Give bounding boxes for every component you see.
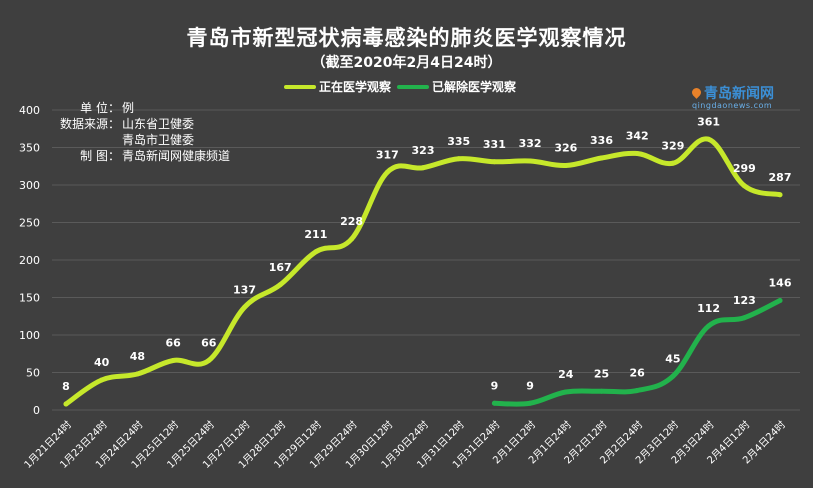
- data-label: 146: [769, 277, 792, 290]
- data-label: 66: [165, 337, 181, 350]
- data-point: [706, 136, 712, 142]
- y-tick-label: 350: [19, 142, 40, 155]
- data-point: [634, 388, 640, 393]
- data-point: [277, 282, 283, 288]
- data-point: [384, 169, 390, 175]
- data-point: [527, 158, 533, 164]
- data-label: 25: [594, 367, 609, 380]
- data-point: [563, 389, 569, 395]
- data-label: 299: [733, 162, 756, 175]
- data-label: 167: [269, 261, 292, 274]
- data-point: [134, 371, 140, 377]
- data-point: [741, 315, 747, 321]
- data-label: 336: [590, 134, 613, 147]
- y-tick-label: 200: [19, 254, 40, 267]
- data-label: 317: [376, 148, 399, 161]
- data-point: [599, 388, 604, 394]
- y-tick-label: 150: [19, 292, 40, 305]
- chart-title: 青岛市新型冠状病毒感染的肺炎医学观察情况: [186, 26, 627, 50]
- legend-label: 正在医学观察: [319, 79, 392, 94]
- source-info: 单 位：例 数据来源： 山东省卫健委 青岛市卫健委 制 图： 青岛新闻网健康频道: [60, 100, 230, 164]
- info-row-unit: 单 位：例: [80, 101, 135, 115]
- y-tick-label: 400: [19, 104, 40, 117]
- data-label: 361: [697, 115, 720, 128]
- data-label: 8: [62, 380, 70, 393]
- data-label: 342: [626, 130, 649, 143]
- data-label: 137: [233, 283, 256, 296]
- data-point: [420, 165, 426, 171]
- data-point: [491, 159, 497, 165]
- data-point: [63, 401, 69, 407]
- data-point: [456, 156, 462, 162]
- data-label: 211: [304, 228, 327, 241]
- logo-subtext: qingdaonews.com: [692, 101, 773, 110]
- data-point: [634, 151, 640, 156]
- data-point: [313, 249, 319, 255]
- data-point: [99, 377, 105, 383]
- logo-text: 青岛新闻网: [704, 86, 774, 102]
- y-tick-label: 50: [26, 367, 40, 380]
- brand-logo: 青岛新闻网 qingdaonews.com: [690, 83, 774, 110]
- data-label: 66: [201, 337, 217, 350]
- data-label: 329: [661, 139, 684, 152]
- data-label: 9: [526, 379, 534, 392]
- data-label: 48: [130, 350, 145, 363]
- y-tick-label: 300: [19, 179, 40, 192]
- data-label: 332: [519, 137, 542, 150]
- y-tick-label: 100: [19, 329, 40, 342]
- data-point: [242, 304, 247, 310]
- data-point: [527, 400, 533, 406]
- data-label: 323: [412, 144, 435, 157]
- info-row-source-2: 青岛市卫健委: [122, 133, 195, 147]
- data-point: [170, 358, 176, 363]
- legend-label: 已解除医学观察: [432, 79, 517, 94]
- data-point: [349, 236, 355, 242]
- data-label: 287: [769, 171, 792, 184]
- data-point: [670, 160, 676, 166]
- data-point: [777, 192, 783, 198]
- data-point: [206, 358, 212, 363]
- info-row-source: 数据来源： 山东省卫健委: [60, 117, 195, 131]
- data-point: [741, 183, 747, 189]
- data-label: 24: [558, 368, 574, 381]
- data-label: 40: [94, 356, 110, 369]
- data-label: 45: [665, 352, 680, 365]
- data-label: 331: [483, 138, 506, 151]
- data-label: 335: [447, 135, 470, 148]
- data-label: 123: [733, 294, 756, 307]
- data-point: [599, 155, 604, 161]
- info-row-producer: 制 图： 青岛新闻网健康频道: [80, 149, 231, 163]
- data-point: [491, 400, 497, 406]
- data-label: 9: [491, 379, 499, 392]
- y-tick-label: 0: [33, 404, 40, 417]
- data-point: [777, 298, 783, 303]
- data-label: 326: [554, 142, 577, 155]
- data-point: [706, 323, 712, 329]
- data-label: 228: [340, 215, 363, 228]
- y-tick-label: 250: [19, 217, 40, 230]
- chart-subtitle: （截至2020年2月4日24时）: [311, 55, 502, 71]
- data-label: 112: [697, 302, 720, 315]
- data-point: [670, 373, 676, 379]
- data-label: 26: [630, 367, 646, 380]
- data-point: [563, 163, 569, 168]
